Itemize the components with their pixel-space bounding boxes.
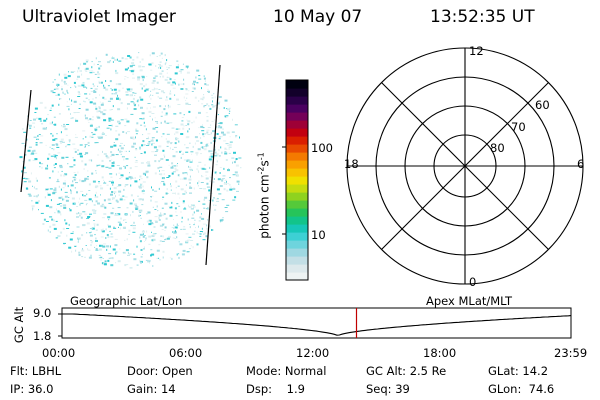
- altitude-timeline: [58, 307, 572, 339]
- x-tick-label-0000: 00:00: [42, 346, 76, 360]
- units-exp2: -1: [256, 152, 266, 161]
- mlt-label-6: 6: [577, 157, 585, 171]
- colorbar-band: [286, 104, 308, 113]
- colorbar-band: [286, 272, 308, 281]
- polar-diagonal-2: [381, 82, 549, 250]
- mlt-label-18: 18: [344, 157, 359, 171]
- status-gain: Gain: 14: [127, 382, 176, 396]
- instrument-title: Ultraviolet Imager: [22, 7, 176, 27]
- y-tick-label-1-8: 1.8: [33, 329, 52, 343]
- mlt-label-12: 12: [469, 44, 484, 58]
- colorbar-band: [286, 128, 308, 137]
- polar-grid: [346, 47, 584, 285]
- colorbar-band: [286, 88, 308, 97]
- x-tick-label-1800: 18:00: [423, 346, 457, 360]
- colorbar-band: [286, 240, 308, 249]
- timeline-frame: [61, 307, 572, 339]
- colorbar-band: [286, 232, 308, 241]
- units-main: photon cm: [257, 174, 272, 239]
- colorbar: [282, 79, 309, 281]
- colorbar-band: [286, 248, 308, 257]
- colorbar-band: [286, 224, 308, 233]
- colorbar-frame: [285, 79, 309, 281]
- status-filter: Flt: LBHL: [10, 364, 62, 378]
- status-glon: GLon: 74.6: [488, 382, 555, 396]
- mlat-label-70: 70: [511, 120, 526, 134]
- colorbar-band: [286, 264, 308, 273]
- colorbar-gradient: [286, 80, 308, 281]
- status-gc-alt: GC Alt: 2.5 Re: [366, 364, 447, 378]
- colorbar-tick-label-100: 100: [311, 141, 333, 155]
- units-exp1: -2: [256, 166, 266, 175]
- limb-line-right: [205, 64, 221, 266]
- x-tick-label-2359: 23:59: [554, 346, 588, 360]
- mlat-label-80: 80: [490, 141, 505, 155]
- colorbar-band: [286, 152, 308, 161]
- time-label: 13:52:35 UT: [430, 7, 535, 27]
- status-seq: Seq: 39: [366, 382, 410, 396]
- colorbar-band: [286, 216, 308, 225]
- colorbar-band: [286, 168, 308, 177]
- timeline-right-title: Apex MLat/MLT: [426, 294, 513, 308]
- mlat-label-60: 60: [535, 98, 550, 112]
- units-mid: s: [257, 160, 272, 167]
- colorbar-band: [286, 200, 308, 209]
- y-tick-label-9: 9.0: [33, 306, 52, 320]
- limb-line-left: [20, 89, 32, 193]
- status-ip: IP: 36.0: [10, 382, 54, 396]
- status-door: Door: Open: [127, 364, 193, 378]
- status-dsp: Dsp: 1.9: [246, 382, 305, 396]
- colorbar-band: [286, 256, 308, 265]
- colorbar-band: [286, 96, 308, 105]
- uv-earth-image: [19, 52, 242, 269]
- mlt-label-0: 0: [469, 275, 477, 289]
- colorbar-band: [286, 136, 308, 145]
- colorbar-tick-label-10: 10: [311, 228, 326, 242]
- colorbar-band: [286, 120, 308, 129]
- colorbar-band: [286, 112, 308, 121]
- uv-emission-speckles: [19, 52, 242, 269]
- x-tick-label-1200: 12:00: [296, 346, 330, 360]
- colorbar-band: [286, 208, 308, 217]
- colorbar-band: [286, 80, 308, 89]
- colorbar-band: [286, 192, 308, 201]
- x-tick-label-0600: 06:00: [169, 346, 203, 360]
- colorbar-band: [286, 184, 308, 193]
- timeline-left-title: Geographic Lat/Lon: [70, 294, 183, 308]
- colorbar-band: [286, 176, 308, 185]
- status-glat: GLat: 14.2: [488, 364, 549, 378]
- colorbar-band: [286, 144, 308, 153]
- status-mode: Mode: Normal: [246, 364, 327, 378]
- colorbar-units-label: photon cm-2s-1: [257, 136, 272, 256]
- date-label: 10 May 07: [273, 7, 363, 27]
- altitude-curve: [62, 313, 572, 336]
- colorbar-band: [286, 160, 308, 169]
